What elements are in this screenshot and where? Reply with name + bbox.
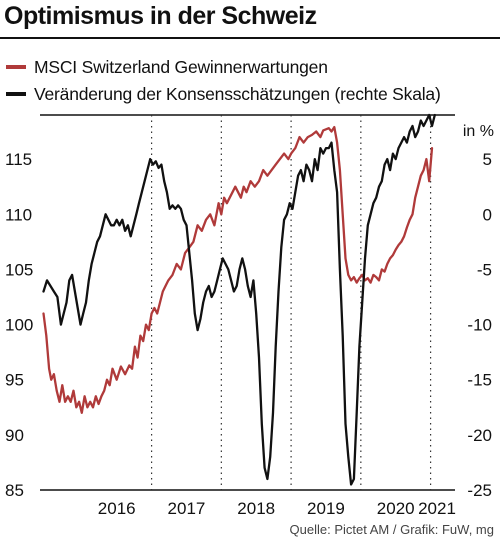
y-right-tick-label--25: -25 xyxy=(467,481,492,500)
x-tick-label-2018: 2018 xyxy=(237,499,275,518)
x-tick-label-2016: 2016 xyxy=(98,499,136,518)
legend-label-series1: MSCI Switzerland Gewinnerwartungen xyxy=(34,56,328,77)
y-right-tick-label--15: -15 xyxy=(467,371,492,390)
y-right-tick-label--5: -5 xyxy=(477,260,492,279)
x-tick-label-2017: 2017 xyxy=(168,499,206,518)
series-line-1 xyxy=(42,125,434,414)
title-rule xyxy=(0,37,500,39)
legend-swatch-series1 xyxy=(6,65,26,69)
y-left-tick-label-105: 105 xyxy=(5,260,33,279)
y-right-tick-label--10: -10 xyxy=(467,316,492,335)
y-left-tick-label-95: 95 xyxy=(5,371,24,390)
x-tick-label-2019: 2019 xyxy=(307,499,345,518)
y-right-tick-label--20: -20 xyxy=(467,426,492,445)
legend-item-series2: Veränderung der Konsensschätzungen (rech… xyxy=(6,81,441,107)
y-right-tick-label-0: 0 xyxy=(483,205,492,224)
y-left-tick-label-90: 90 xyxy=(5,426,24,445)
y-left-tick-label-115: 115 xyxy=(5,150,32,169)
legend-item-series1: MSCI Switzerland Gewinnerwartungen xyxy=(6,54,328,80)
source-note: Quelle: Pictet AM / Grafik: FuW, mg xyxy=(289,522,494,537)
y-left-tick-label-100: 100 xyxy=(5,316,33,335)
y-right-tick-label-5: 5 xyxy=(483,150,492,169)
y-left-tick-label-85: 85 xyxy=(5,481,24,500)
x-tick-label-2021: 2021 xyxy=(418,499,456,518)
legend-label-series2: Veränderung der Konsensschätzungen (rech… xyxy=(34,83,441,104)
y-right-unit-label: in % xyxy=(463,123,494,140)
legend-swatch-series2 xyxy=(6,92,26,96)
chart-title: Optimismus in der Schweiz xyxy=(4,2,317,30)
series-line-2 xyxy=(42,113,436,486)
y-left-tick-label-110: 110 xyxy=(5,205,32,224)
x-tick-label-2020: 2020 xyxy=(377,499,415,518)
